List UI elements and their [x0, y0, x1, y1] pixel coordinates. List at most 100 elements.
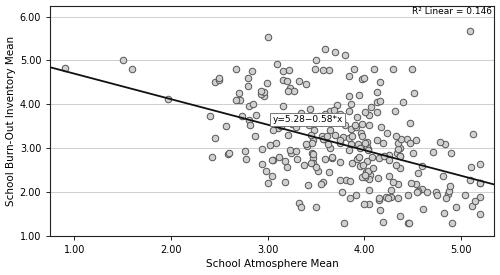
Point — [368, 166, 376, 170]
Point — [264, 35, 272, 39]
Point — [232, 97, 240, 102]
Point — [325, 118, 333, 122]
Point — [281, 159, 289, 163]
Point — [283, 79, 291, 83]
Point — [278, 124, 285, 128]
Point — [312, 58, 320, 63]
Point — [244, 83, 252, 88]
Point — [446, 151, 454, 155]
Point — [310, 67, 318, 71]
Point — [360, 173, 368, 177]
Point — [392, 163, 400, 168]
Point — [206, 114, 214, 119]
Point — [374, 176, 382, 180]
Point — [356, 164, 364, 169]
Point — [361, 175, 369, 179]
Point — [238, 114, 246, 118]
Point — [378, 124, 386, 129]
Point — [439, 174, 447, 178]
Point — [294, 157, 302, 162]
Point — [260, 94, 268, 98]
Point — [412, 182, 420, 186]
Point — [333, 102, 341, 107]
Point — [346, 74, 354, 78]
Point — [288, 122, 296, 126]
Point — [406, 121, 414, 126]
Point — [286, 68, 294, 72]
Point — [306, 161, 314, 166]
Point — [330, 108, 338, 112]
Point — [234, 90, 242, 95]
Text: R² Linear = 0.146: R² Linear = 0.146 — [412, 7, 492, 16]
Point — [396, 154, 404, 158]
Point — [360, 163, 368, 167]
Point — [302, 142, 310, 147]
Point — [462, 193, 469, 197]
Point — [215, 76, 223, 80]
Point — [361, 110, 369, 114]
Point — [336, 138, 344, 142]
Point — [358, 76, 366, 81]
Point — [318, 134, 326, 139]
Point — [354, 142, 362, 146]
Point — [376, 98, 384, 103]
Point — [286, 151, 294, 155]
Point — [476, 195, 484, 200]
Point — [325, 118, 333, 122]
Point — [376, 156, 384, 161]
Point — [389, 67, 397, 72]
Point — [382, 194, 390, 199]
Point — [297, 111, 305, 115]
Point — [303, 144, 311, 148]
Point — [316, 181, 324, 186]
Point — [312, 165, 320, 169]
Point — [367, 104, 375, 109]
Point — [128, 67, 136, 72]
Point — [336, 178, 344, 183]
Point — [342, 178, 349, 183]
Point — [414, 188, 422, 193]
Point — [236, 98, 244, 103]
Point — [298, 205, 306, 209]
Point — [312, 205, 320, 209]
Point — [387, 188, 395, 192]
Point — [332, 133, 340, 138]
Point — [320, 118, 328, 122]
Point — [360, 76, 368, 80]
Point — [365, 122, 373, 127]
Point — [268, 174, 276, 179]
Point — [336, 160, 344, 164]
Point — [410, 91, 418, 95]
Point — [418, 164, 426, 169]
Point — [252, 113, 260, 118]
Point — [444, 191, 452, 196]
X-axis label: School Atmosphere Mean: School Atmosphere Mean — [206, 259, 338, 270]
Point — [476, 180, 484, 185]
Point — [232, 66, 240, 71]
Point — [346, 94, 354, 98]
Point — [374, 196, 382, 200]
Point — [300, 163, 308, 167]
Point — [275, 155, 283, 160]
Point — [338, 117, 346, 122]
Point — [408, 151, 416, 155]
Point — [370, 67, 378, 72]
Point — [268, 158, 276, 162]
Point — [383, 131, 391, 135]
Point — [244, 76, 252, 80]
Point — [264, 180, 272, 185]
Point — [466, 29, 474, 33]
Point — [336, 112, 344, 116]
Point — [249, 102, 257, 107]
Point — [328, 155, 336, 159]
Point — [394, 147, 402, 151]
Point — [356, 146, 364, 150]
Point — [292, 125, 300, 130]
Point — [363, 139, 371, 144]
Point — [468, 204, 476, 208]
Point — [396, 137, 404, 141]
Point — [302, 82, 310, 86]
Point — [469, 132, 477, 136]
Point — [269, 127, 277, 132]
Point — [361, 141, 369, 145]
